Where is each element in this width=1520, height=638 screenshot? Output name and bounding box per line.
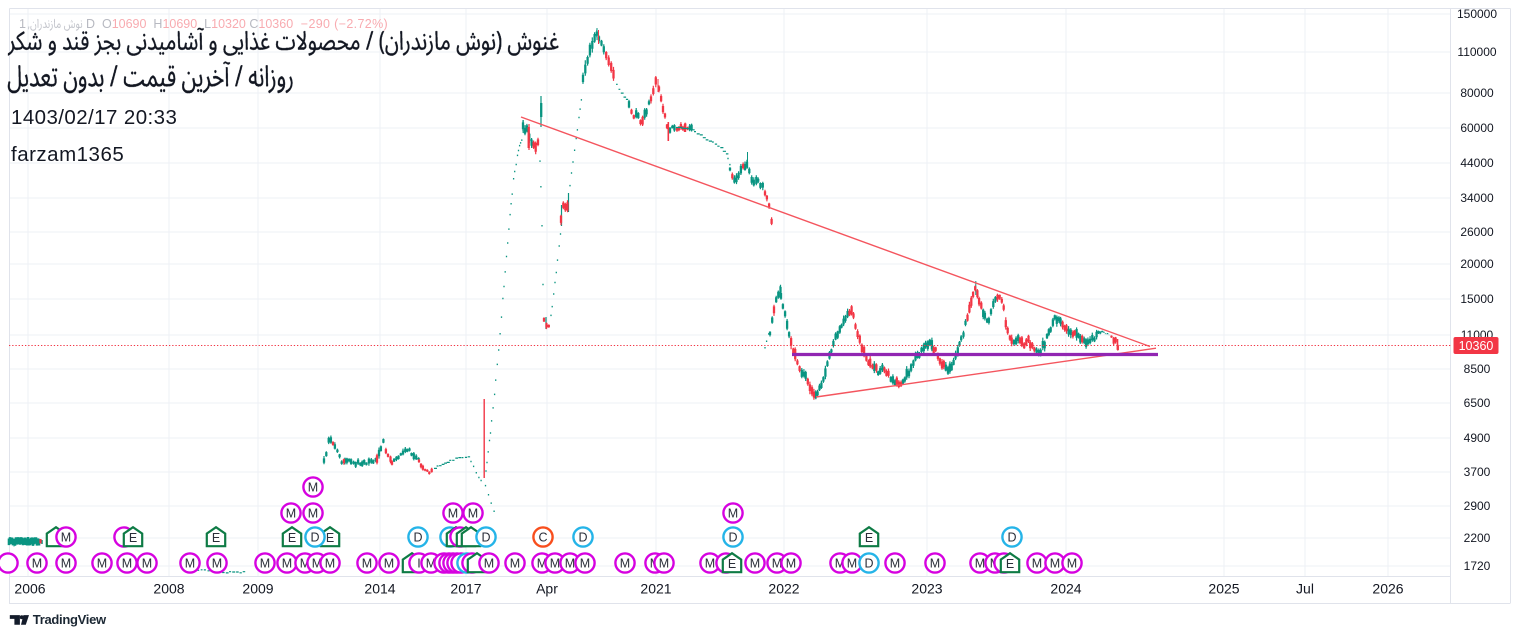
svg-text:26000: 26000	[1460, 225, 1494, 239]
svg-text:M: M	[97, 557, 107, 571]
svg-text:M: M	[847, 557, 857, 571]
svg-text:E: E	[288, 531, 296, 545]
svg-text:M: M	[426, 557, 436, 571]
svg-text:44000: 44000	[1460, 156, 1494, 170]
svg-text:M: M	[362, 557, 372, 571]
svg-text:150000: 150000	[1457, 7, 1497, 21]
svg-text:2008: 2008	[153, 581, 184, 597]
svg-text:4900: 4900	[1464, 431, 1491, 445]
svg-text:M: M	[484, 557, 494, 571]
svg-text:M: M	[32, 557, 42, 571]
svg-text:20000: 20000	[1460, 257, 1494, 271]
svg-text:M: M	[1032, 557, 1042, 571]
svg-text:1720: 1720	[1464, 559, 1491, 573]
svg-text:E: E	[728, 557, 736, 571]
svg-text:M: M	[890, 557, 900, 571]
svg-text:M: M	[750, 557, 760, 571]
svg-text:2024: 2024	[1050, 581, 1081, 597]
svg-text:3700: 3700	[1464, 465, 1491, 479]
svg-text:M: M	[510, 557, 520, 571]
svg-text:M: M	[212, 557, 222, 571]
svg-text:E: E	[326, 531, 334, 545]
svg-text:6500: 6500	[1464, 396, 1491, 410]
svg-text:2200: 2200	[1464, 531, 1491, 545]
svg-text:M: M	[537, 557, 547, 571]
svg-text:M: M	[282, 557, 292, 571]
svg-text:Jul: Jul	[1296, 581, 1314, 597]
svg-text:D: D	[413, 531, 422, 545]
svg-text:M: M	[930, 557, 940, 571]
svg-text:M: M	[61, 531, 71, 545]
svg-text:D: D	[481, 531, 490, 545]
svg-text:M: M	[1050, 557, 1060, 571]
svg-text:2017: 2017	[450, 581, 481, 597]
svg-text:M: M	[975, 557, 985, 571]
svg-text:M: M	[260, 557, 270, 571]
svg-text:2025: 2025	[1208, 581, 1239, 597]
svg-text:E: E	[129, 531, 137, 545]
svg-text:2006: 2006	[14, 581, 45, 597]
svg-text:2009: 2009	[242, 581, 273, 597]
svg-text:I: I	[417, 557, 420, 571]
svg-text:M: M	[308, 481, 318, 495]
svg-text:2900: 2900	[1464, 499, 1491, 513]
svg-text:D: D	[864, 557, 873, 571]
svg-text:M: M	[312, 557, 322, 571]
svg-text:M: M	[308, 507, 318, 521]
svg-text:M: M	[448, 507, 458, 521]
svg-text:2014: 2014	[364, 581, 395, 597]
svg-text:C: C	[538, 531, 547, 545]
svg-text:D: D	[578, 531, 587, 545]
svg-text:2021: 2021	[640, 581, 671, 597]
svg-text:M: M	[620, 557, 630, 571]
svg-text:M: M	[468, 507, 478, 521]
svg-text:M: M	[286, 507, 296, 521]
svg-text:M: M	[122, 557, 132, 571]
svg-text:D: D	[1007, 531, 1016, 545]
svg-text:2022: 2022	[768, 581, 799, 597]
svg-text:M: M	[185, 557, 195, 571]
svg-text:M: M	[550, 557, 560, 571]
svg-text:M: M	[580, 557, 590, 571]
svg-text:M: M	[565, 557, 575, 571]
svg-text:D: D	[310, 531, 319, 545]
svg-text:E: E	[865, 531, 873, 545]
svg-text:E: E	[1006, 557, 1014, 571]
svg-text:M: M	[300, 557, 310, 571]
svg-text:8500: 8500	[1464, 362, 1491, 376]
svg-text:M: M	[772, 557, 782, 571]
svg-text:M: M	[659, 557, 669, 571]
svg-text:M: M	[1067, 557, 1077, 571]
svg-text:M: M	[786, 557, 796, 571]
svg-text:34000: 34000	[1460, 191, 1494, 205]
svg-text:M: M	[835, 557, 845, 571]
svg-text:110000: 110000	[1457, 45, 1496, 59]
svg-text:M: M	[325, 557, 335, 571]
svg-text:M: M	[705, 557, 715, 571]
svg-text:M: M	[142, 557, 152, 571]
svg-text:E: E	[212, 531, 220, 545]
svg-text:M: M	[61, 557, 71, 571]
svg-text:M: M	[728, 507, 738, 521]
svg-text:60000: 60000	[1460, 121, 1494, 135]
svg-text:15000: 15000	[1460, 292, 1494, 306]
svg-text:M: M	[384, 557, 394, 571]
svg-text:80000: 80000	[1460, 86, 1494, 100]
svg-text:2023: 2023	[911, 581, 942, 597]
svg-text:10360: 10360	[1459, 339, 1494, 353]
svg-text:Apr: Apr	[536, 581, 558, 597]
svg-text:2026: 2026	[1372, 581, 1403, 597]
svg-text:D: D	[728, 531, 737, 545]
